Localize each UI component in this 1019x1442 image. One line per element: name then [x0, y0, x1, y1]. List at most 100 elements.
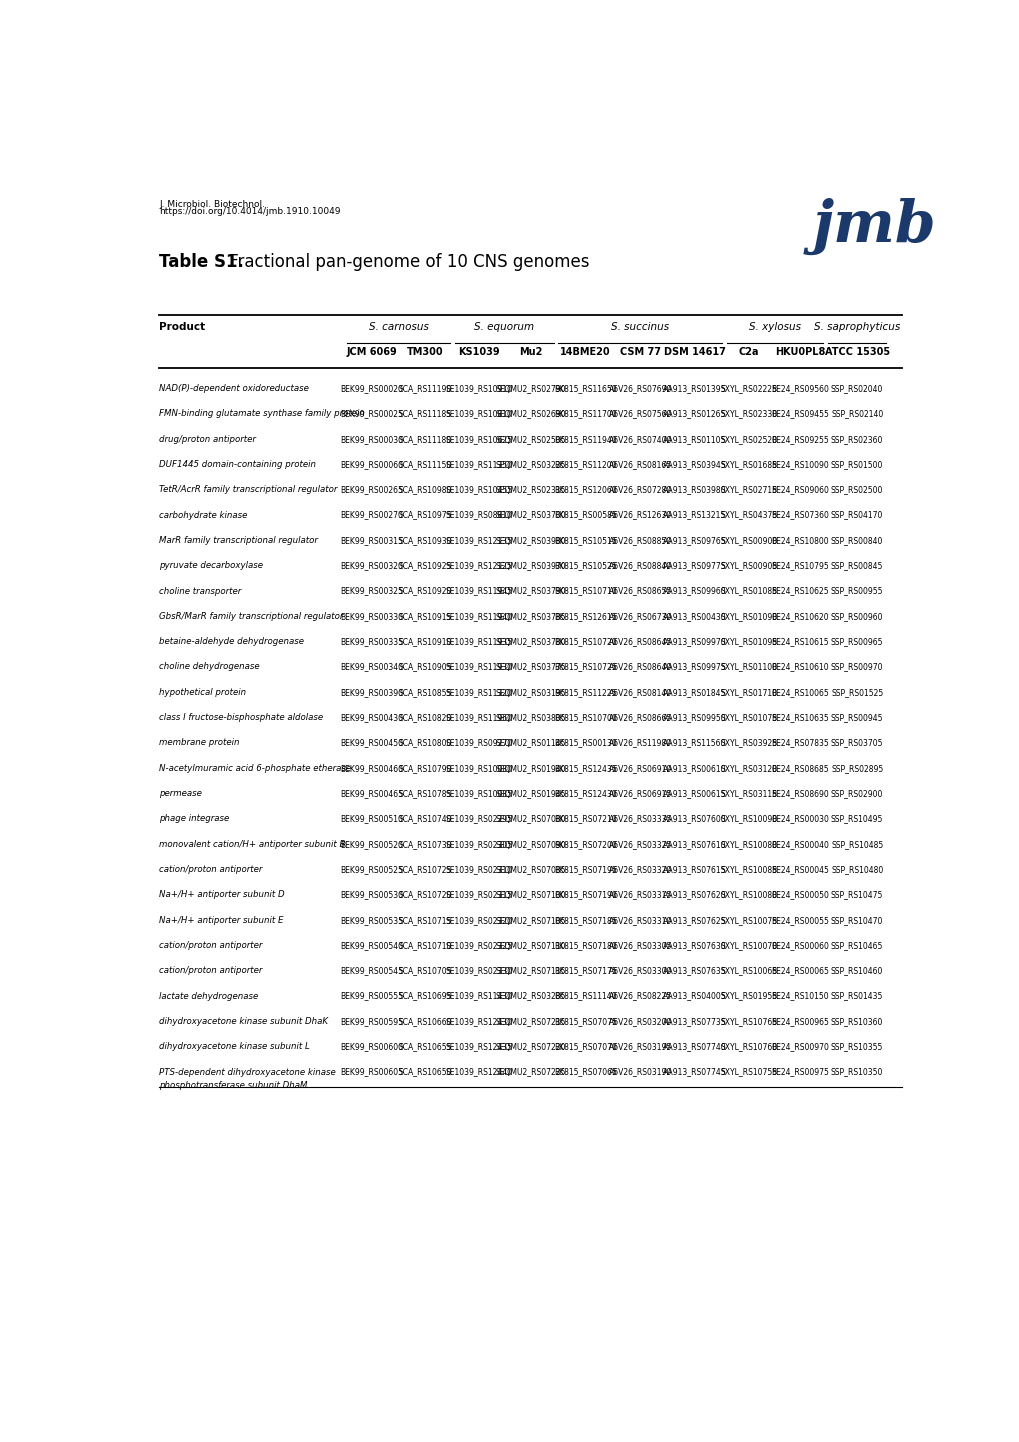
Text: TM300: TM300: [407, 348, 443, 358]
Text: SSP_RS01525: SSP_RS01525: [830, 688, 882, 696]
Text: BK815_RS10525: BK815_RS10525: [553, 561, 616, 570]
Text: AA913_RS03980: AA913_RS03980: [662, 486, 726, 495]
Text: MarR family transcriptional regulator: MarR family transcriptional regulator: [159, 536, 318, 545]
Text: BE24_RS07360: BE24_RS07360: [770, 510, 828, 519]
Text: AA913_RS09775: AA913_RS09775: [662, 561, 726, 570]
Text: BE24_RS10065: BE24_RS10065: [770, 688, 827, 696]
Text: SCA_RS11190: SCA_RS11190: [398, 384, 451, 394]
Text: AA913_RS07625: AA913_RS07625: [662, 916, 726, 924]
Text: SE1039_RS11350: SE1039_RS11350: [445, 460, 513, 469]
Text: BEK99_RS00545: BEK99_RS00545: [340, 966, 403, 975]
Text: BE24_RS10800: BE24_RS10800: [770, 536, 827, 545]
Text: A6V26_RS03315: A6V26_RS03315: [608, 890, 672, 900]
Text: J. Microbiol. Biotechnol.: J. Microbiol. Biotechnol.: [159, 199, 265, 209]
Text: SE1039_RS02330: SE1039_RS02330: [445, 966, 513, 975]
Text: BE24_RS10615: BE24_RS10615: [770, 637, 827, 646]
Text: SCA_RS10910: SCA_RS10910: [398, 637, 451, 646]
Text: BEK99_RS00320: BEK99_RS00320: [340, 561, 403, 570]
Text: SEQMU2_RS07105: SEQMU2_RS07105: [495, 916, 566, 924]
Text: cation/proton antiporter: cation/proton antiporter: [159, 865, 262, 874]
Text: BK815_RS07185: BK815_RS07185: [553, 916, 616, 924]
Text: pyruvate decarboxylase: pyruvate decarboxylase: [159, 561, 263, 570]
Text: BE24_RS10150: BE24_RS10150: [770, 992, 827, 1001]
Text: SEQMU2_RS03780: SEQMU2_RS03780: [495, 637, 566, 646]
Text: SEQMU2_RS07215: SEQMU2_RS07215: [495, 1017, 566, 1025]
Text: BEK99_RS00510: BEK99_RS00510: [340, 815, 403, 823]
Text: SCA_RS11150: SCA_RS11150: [398, 460, 451, 469]
Text: AA913_RS01105: AA913_RS01105: [662, 434, 726, 444]
Text: SCA_RS10715: SCA_RS10715: [398, 916, 451, 924]
Text: SE1039_RS12125: SE1039_RS12125: [445, 561, 513, 570]
Text: A6V26_RS08665: A6V26_RS08665: [608, 714, 672, 722]
Text: BE24_RS10090: BE24_RS10090: [770, 460, 827, 469]
Text: A6V26_RS08840: A6V26_RS08840: [608, 561, 672, 570]
Text: BK815_RS10720: BK815_RS10720: [553, 637, 616, 646]
Text: BE24_RS00065: BE24_RS00065: [770, 966, 828, 975]
Text: SSP_RS02140: SSP_RS02140: [830, 410, 882, 418]
Text: AA913_RS07635: AA913_RS07635: [662, 966, 726, 975]
Text: AA913_RS09765: AA913_RS09765: [662, 536, 726, 545]
Text: SEQMU2_RS02790: SEQMU2_RS02790: [495, 384, 566, 394]
Text: SEQMU2_RS07080: SEQMU2_RS07080: [495, 815, 566, 823]
Text: SSP_RS10360: SSP_RS10360: [830, 1017, 882, 1025]
Text: 14BME20: 14BME20: [559, 348, 610, 358]
Text: BK815_RS11200: BK815_RS11200: [553, 460, 616, 469]
Text: A6V26_RS03320: A6V26_RS03320: [608, 865, 672, 874]
Text: SXYL_RS01095: SXYL_RS01095: [720, 637, 777, 646]
Text: jmb: jmb: [812, 198, 935, 255]
Text: KS1039: KS1039: [458, 348, 499, 358]
Text: AA913_RS01395: AA913_RS01395: [662, 384, 726, 394]
Text: BK815_RS07195: BK815_RS07195: [553, 865, 616, 874]
Text: choline dehydrogenase: choline dehydrogenase: [159, 662, 260, 672]
Text: AA913_RS03945: AA913_RS03945: [662, 460, 726, 469]
Text: S. succinus: S. succinus: [610, 322, 668, 332]
Text: BE24_RS09255: BE24_RS09255: [770, 434, 827, 444]
Text: SE1039_RS02315: SE1039_RS02315: [445, 890, 513, 900]
Text: BK815_RS12430: BK815_RS12430: [553, 789, 616, 797]
Text: AA913_RS13215: AA913_RS13215: [662, 510, 726, 519]
Text: SE1039_RS02310: SE1039_RS02310: [445, 865, 513, 874]
Text: SEQMU2_RS03980: SEQMU2_RS03980: [495, 536, 566, 545]
Text: C2a: C2a: [738, 348, 759, 358]
Text: SCA_RS10800: SCA_RS10800: [398, 738, 451, 747]
Text: hypothetical protein: hypothetical protein: [159, 688, 246, 696]
Text: SE1039_RS11320: SE1039_RS11320: [445, 688, 513, 696]
Text: SXYL_RS10070: SXYL_RS10070: [720, 942, 777, 950]
Text: BEK99_RS00465: BEK99_RS00465: [340, 789, 403, 797]
Text: SE1039_RS10625: SE1039_RS10625: [445, 434, 513, 444]
Text: SXYL_RS10080: SXYL_RS10080: [720, 839, 776, 849]
Text: SCA_RS10740: SCA_RS10740: [398, 815, 451, 823]
Text: SE1039_RS08810: SE1039_RS08810: [445, 510, 513, 519]
Text: AA913_RS09950: AA913_RS09950: [662, 714, 726, 722]
Text: phage integrase: phage integrase: [159, 815, 229, 823]
Text: SCA_RS10650: SCA_RS10650: [398, 1067, 451, 1077]
Text: BEK99_RS00265: BEK99_RS00265: [340, 486, 403, 495]
Text: drug/proton antiporter: drug/proton antiporter: [159, 434, 256, 444]
Text: BEK99_RS00325: BEK99_RS00325: [340, 587, 403, 596]
Text: BK815_RS07065: BK815_RS07065: [553, 1067, 616, 1077]
Text: SXYL_RS10760: SXYL_RS10760: [720, 1043, 777, 1051]
Text: AA913_RS07600: AA913_RS07600: [662, 815, 726, 823]
Text: SXYL_RS00900: SXYL_RS00900: [719, 536, 777, 545]
Text: BEK99_RS00605: BEK99_RS00605: [340, 1067, 403, 1077]
Text: A6V26_RS03200: A6V26_RS03200: [608, 1017, 672, 1025]
Text: A6V26_RS06910: A6V26_RS06910: [608, 764, 672, 773]
Text: A6V26_RS03195: A6V26_RS03195: [608, 1043, 672, 1051]
Text: SXYL_RS00905: SXYL_RS00905: [719, 561, 777, 570]
Text: SXYL_RS10090: SXYL_RS10090: [720, 815, 777, 823]
Text: SCA_RS10710: SCA_RS10710: [398, 942, 451, 950]
Text: SCA_RS10730: SCA_RS10730: [398, 839, 451, 849]
Text: SEQMU2_RS02690: SEQMU2_RS02690: [495, 410, 566, 418]
Text: A6V26_RS08655: A6V26_RS08655: [608, 587, 672, 596]
Text: SSP_RS02360: SSP_RS02360: [830, 434, 882, 444]
Text: SE1039_RS10455: SE1039_RS10455: [445, 486, 513, 495]
Text: A6V26_RS03300: A6V26_RS03300: [608, 966, 672, 975]
Text: AA913_RS07745: AA913_RS07745: [662, 1067, 726, 1077]
Text: AA913_RS00615: AA913_RS00615: [662, 789, 726, 797]
Text: SEQMU2_RS03195: SEQMU2_RS03195: [495, 688, 566, 696]
Text: SEQMU2_RS02505: SEQMU2_RS02505: [495, 434, 566, 444]
Text: S. equorum: S. equorum: [474, 322, 534, 332]
Text: SE1039_RS02305: SE1039_RS02305: [445, 839, 513, 849]
Text: SCA_RS10660: SCA_RS10660: [398, 1017, 451, 1025]
Text: SXYL_RS03925: SXYL_RS03925: [720, 738, 777, 747]
